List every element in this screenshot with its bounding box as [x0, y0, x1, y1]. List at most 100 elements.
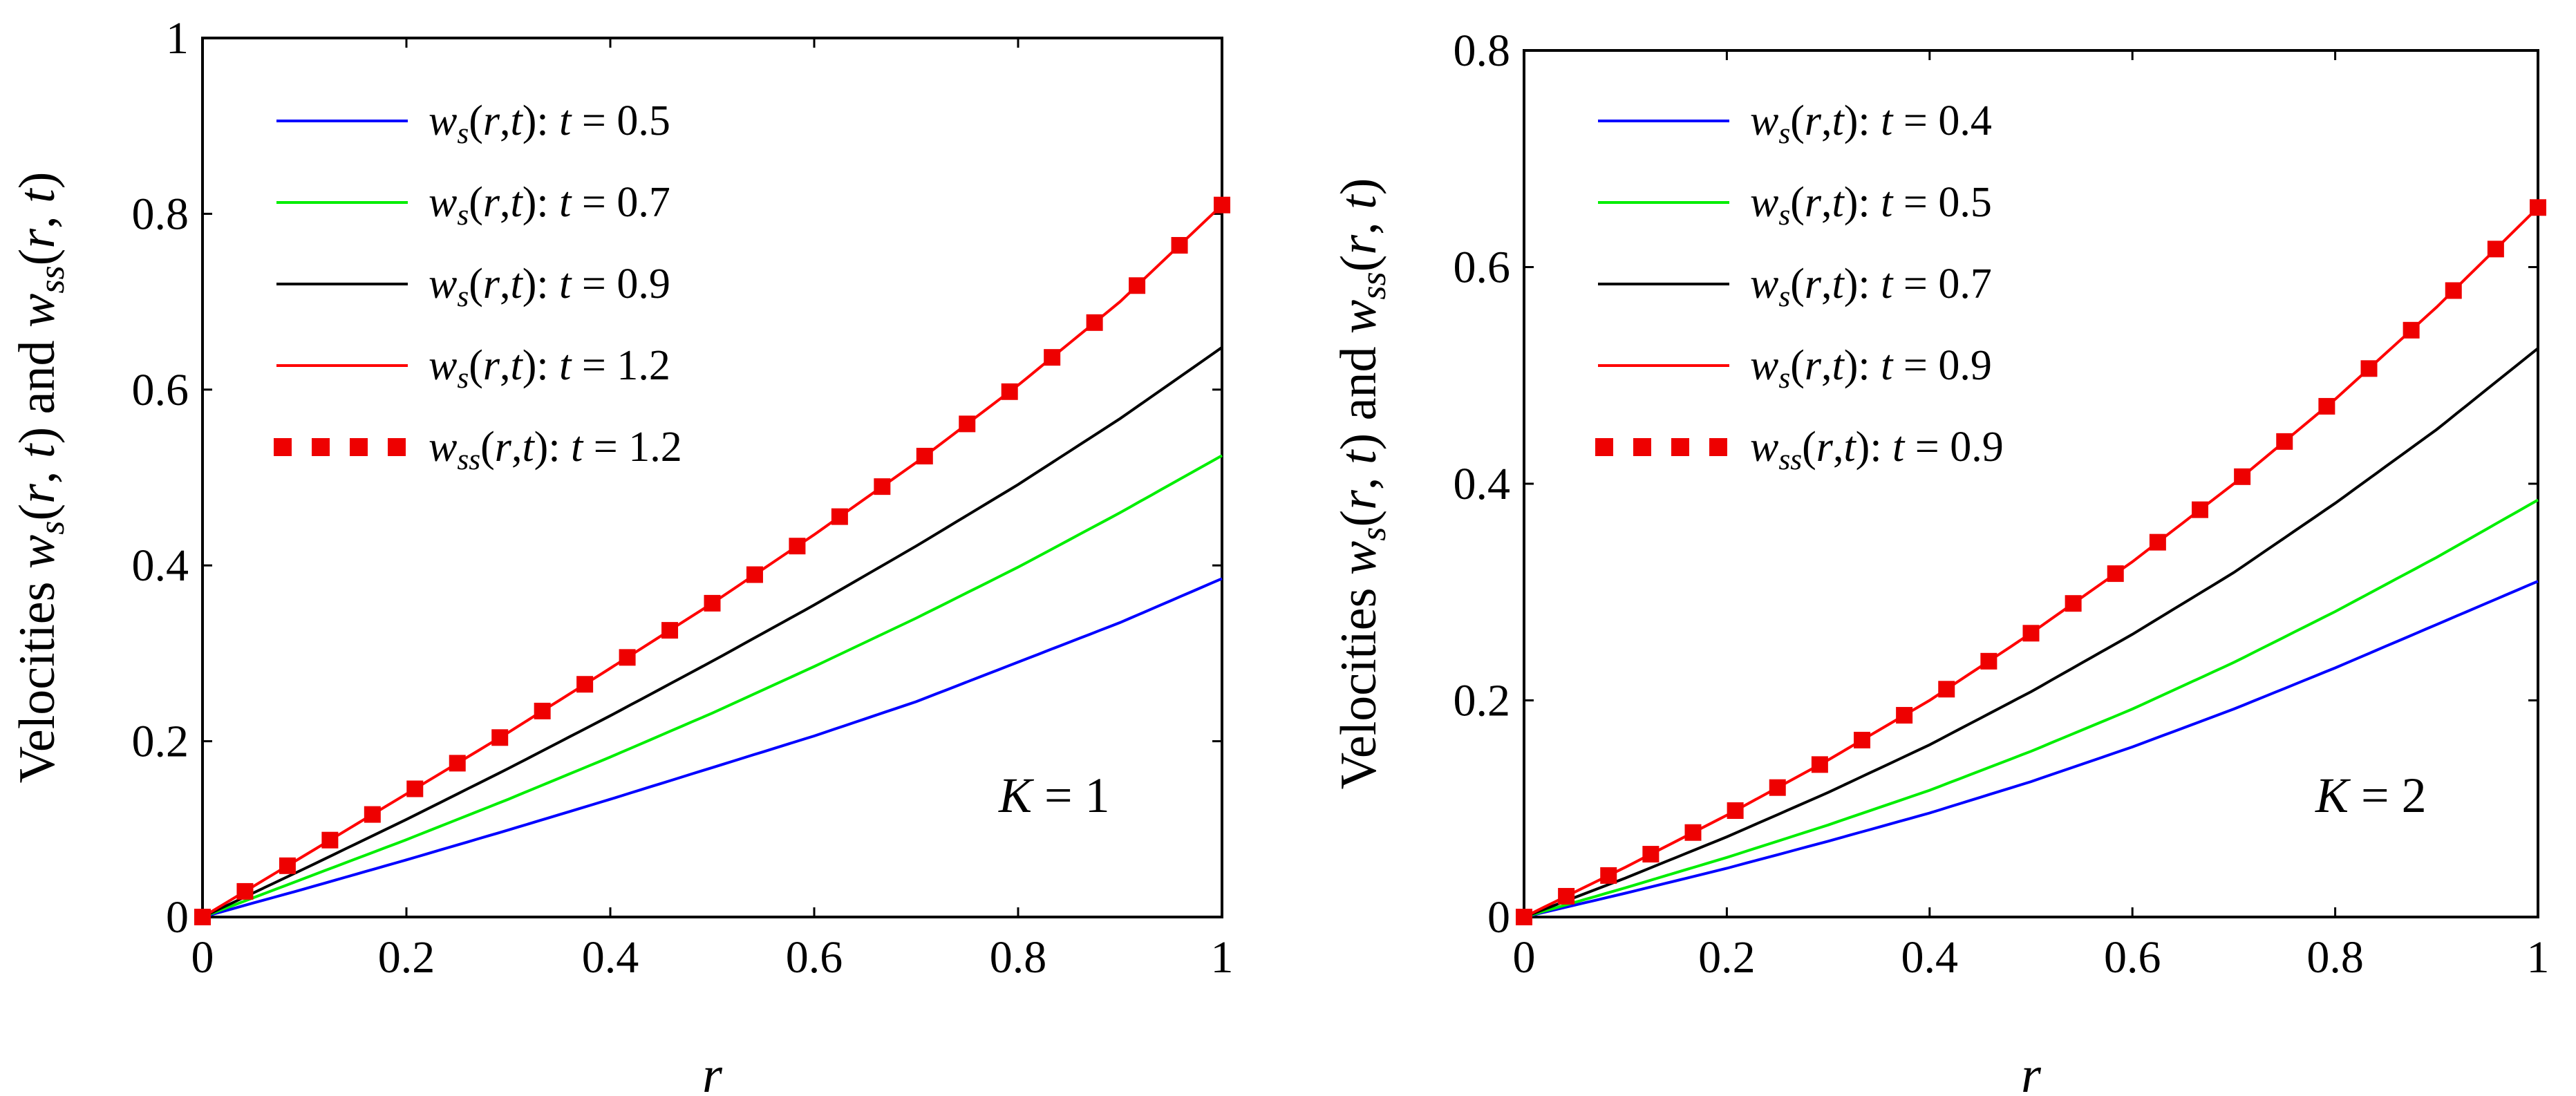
- series-marker: [2107, 565, 2124, 583]
- chart-panel-k1: 0 0.2 0.4 0.6 0.8 1 0 0.2 0.4 0.6 0.8 1 r Velocities …: [9, 13, 1234, 1096]
- legend-entry-4: wss(r,t): t = 0.9: [1750, 424, 2004, 476]
- legend-entry-3: ws(r,t): t = 1.2: [429, 342, 670, 395]
- legend-swatch-marker: [388, 438, 406, 456]
- series-marker: [789, 538, 806, 555]
- y-tick-label: 0.8: [132, 189, 189, 239]
- series-marker: [916, 448, 933, 465]
- y-tick-label: 1: [166, 13, 189, 64]
- series-marker: [1129, 277, 1146, 294]
- y-tick-label: 0.2: [1454, 676, 1511, 726]
- series-marker: [406, 780, 424, 797]
- series-line-1: [202, 454, 1223, 918]
- series-marker: [746, 566, 763, 583]
- series-marker: [364, 806, 381, 823]
- series-marker: [2318, 397, 2335, 415]
- series-marker: [1727, 802, 1744, 819]
- y-tick-label: 0: [166, 892, 189, 943]
- series-marker: [1642, 846, 1660, 863]
- x-tick-label: 1: [2527, 932, 2550, 983]
- series-marker: [2487, 240, 2504, 258]
- series-marker: [959, 415, 976, 433]
- series-marker: [1171, 236, 1188, 254]
- series-marker: [1769, 779, 1786, 796]
- series-line-0: [202, 577, 1223, 918]
- legend-entry-1: ws(r,t): t = 0.5: [1750, 179, 1992, 232]
- chart-panel-k2: 0 0.2 0.4 0.6 0.8 1 0 0.2 0.4 0.6 0.8 r Velocities w…: [1331, 26, 2550, 1096]
- series-marker: [1086, 314, 1103, 331]
- y-tick-label: 0: [1487, 892, 1510, 943]
- series-marker: [2022, 625, 2040, 642]
- plot-frame: [201, 37, 1223, 918]
- series-marker: [661, 622, 679, 639]
- legend-entry-0: ws(r,t): t = 0.4: [1750, 97, 1992, 150]
- y-axis-label: Velocities ws(r, t) and wss(r, t): [1331, 178, 1393, 790]
- series-marker: [1896, 707, 1913, 724]
- series-marker: [1600, 867, 1617, 884]
- y-tick-label: 0.4: [132, 540, 189, 591]
- x-tick-label: 0.4: [1901, 932, 1959, 983]
- series-marker: [1044, 349, 1061, 366]
- series-marker: [1854, 731, 1870, 748]
- series-marker: [874, 478, 891, 495]
- legend-swatch-marker: [350, 438, 368, 456]
- series-line-2: [202, 346, 1223, 918]
- x-tick-label: 0: [1513, 932, 1536, 983]
- series-marker: [2530, 199, 2546, 216]
- series-marker: [619, 649, 636, 666]
- series-marker: [449, 755, 466, 772]
- series-marker: [2234, 468, 2251, 485]
- x-tick-label: 0.2: [378, 932, 435, 983]
- x-tick-label: 0.2: [1698, 932, 1756, 983]
- series-marker: [491, 729, 509, 746]
- series-marker: [194, 909, 211, 925]
- series-marker: [534, 702, 551, 719]
- series-marker: [2065, 595, 2082, 612]
- series-marker: [2360, 360, 2378, 377]
- y-tick-label: 0.6: [1454, 243, 1511, 293]
- series-marker: [576, 676, 594, 693]
- legend-swatch-marker: [1671, 438, 1689, 456]
- x-tick-label: 0.8: [990, 932, 1047, 983]
- legend-swatch-marker: [1709, 438, 1727, 456]
- series-marker: [2149, 533, 2166, 551]
- series-marker: [1558, 887, 1575, 905]
- x-axis-label: r: [2021, 1047, 2042, 1096]
- x-tick-label: 1: [1211, 932, 1234, 983]
- x-tick-label: 0.6: [786, 932, 843, 983]
- series-marker: [321, 831, 339, 849]
- x-axis-label: r: [702, 1047, 723, 1096]
- series-marker: [1684, 824, 1702, 841]
- series-line-1: [1523, 498, 2539, 918]
- series-line-0: [1523, 580, 2539, 918]
- x-tick-label: 0.6: [2104, 932, 2161, 983]
- series-marker: [1516, 909, 1532, 925]
- legend-swatch-marker: [1595, 438, 1613, 456]
- series-marker: [831, 508, 848, 525]
- k-annotation: K = 2: [2315, 768, 2427, 823]
- series-marker: [1980, 652, 1997, 670]
- y-axis-label: Velocities ws(r, t) and wss(r, t): [9, 172, 72, 784]
- series-marker: [1001, 383, 1018, 400]
- legend-swatch-marker: [274, 438, 292, 456]
- x-tick-label: 0.4: [582, 932, 639, 983]
- series-marker: [279, 857, 296, 874]
- legend-entry-3: ws(r,t): t = 0.9: [1750, 342, 1992, 395]
- series-marker: [1214, 196, 1230, 214]
- y-tick-label: 0.4: [1454, 459, 1511, 509]
- y-tick-label: 0.6: [132, 365, 189, 415]
- legend-entry-2: ws(r,t): t = 0.9: [429, 261, 670, 313]
- k-annotation: K = 1: [998, 768, 1110, 823]
- x-tick-label: 0.8: [2306, 932, 2364, 983]
- legend-entry-2: ws(r,t): t = 0.7: [1750, 261, 1992, 313]
- legend-entry-0: ws(r,t): t = 0.5: [429, 97, 670, 150]
- legend-swatch-marker: [1633, 438, 1651, 456]
- legend-entry-4: wss(r,t): t = 1.2: [429, 424, 682, 476]
- y-tick-label: 0.2: [132, 717, 189, 767]
- series-line-2: [1523, 347, 2539, 918]
- series-marker: [1811, 756, 1828, 773]
- series-marker: [1938, 681, 1955, 698]
- y-tick-label: 0.8: [1454, 26, 1511, 76]
- series-marker: [2403, 321, 2420, 339]
- series-marker: [2192, 501, 2208, 518]
